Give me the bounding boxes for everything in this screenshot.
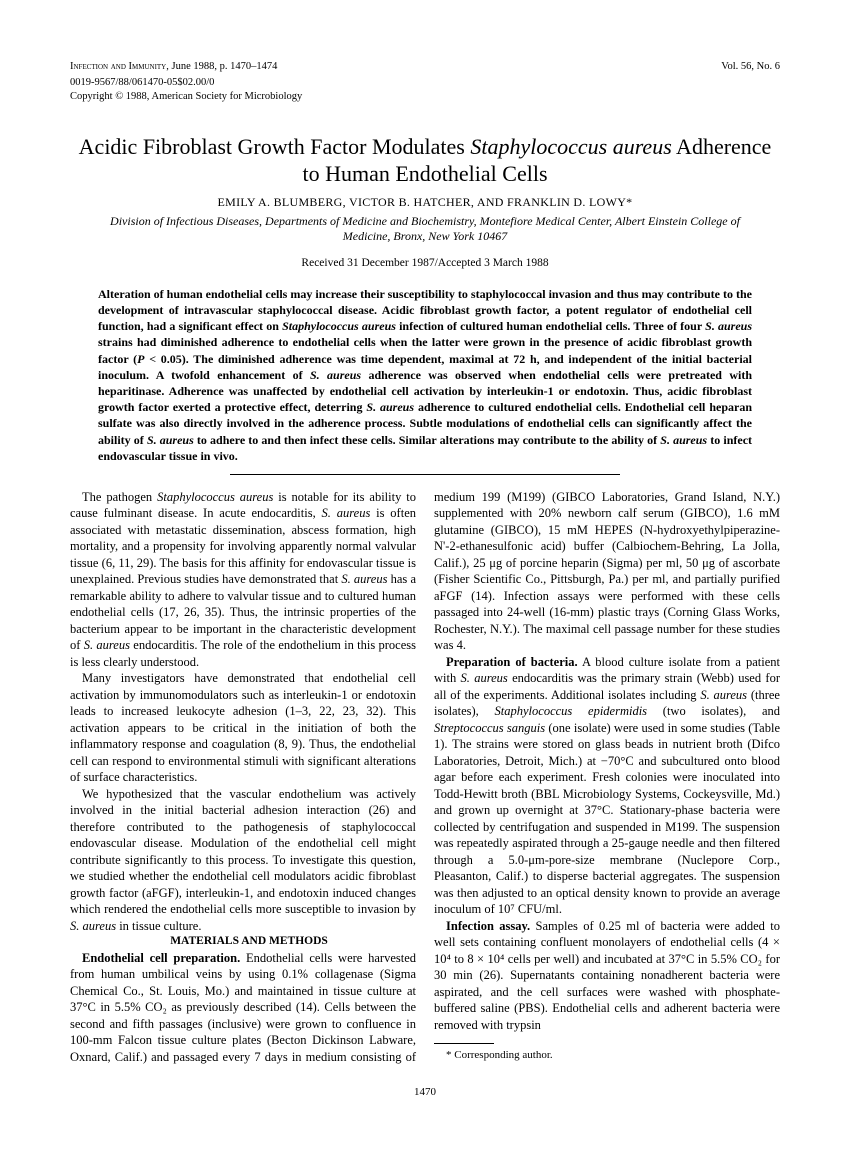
intro-para-2: Many investigators have demonstrated tha… — [70, 670, 416, 786]
volume-number: Vol. 56, No. 6 — [721, 60, 780, 74]
corresponding-author-footnote: * Corresponding author. — [434, 1048, 780, 1063]
materials-methods-heading: MATERIALS AND METHODS — [70, 934, 416, 949]
footnote-divider — [434, 1043, 494, 1044]
copyright-line: Copyright © 1988, American Society for M… — [70, 90, 780, 104]
received-date: Received 31 December 1987/Accepted 3 Mar… — [70, 256, 780, 272]
affiliation: Division of Infectious Diseases, Departm… — [100, 214, 750, 245]
intro-para-3: We hypothesized that the vascular endoth… — [70, 786, 416, 935]
intro-para-1: The pathogen Staphylococcus aureus is no… — [70, 489, 416, 671]
abstract: Alteration of human endothelial cells ma… — [98, 286, 752, 464]
journal-code: 0019-9567/88/061470-05$02.00/0 — [70, 76, 780, 90]
journal-header: Infection and Immunity, June 1988, p. 14… — [70, 60, 277, 74]
infection-assay-para: Infection assay. Samples of 0.25 ml of b… — [434, 918, 780, 1034]
body-columns: The pathogen Staphylococcus aureus is no… — [70, 489, 780, 1065]
abstract-divider — [230, 474, 621, 475]
authors: EMILY A. BLUMBERG, VICTOR B. HATCHER, AN… — [70, 194, 780, 210]
bacteria-prep-para: Preparation of bacteria. A blood culture… — [434, 654, 780, 918]
header-row: Infection and Immunity, June 1988, p. 14… — [70, 60, 780, 74]
article-title: Acidic Fibroblast Growth Factor Modulate… — [70, 133, 780, 188]
page-number: 1470 — [70, 1085, 780, 1100]
